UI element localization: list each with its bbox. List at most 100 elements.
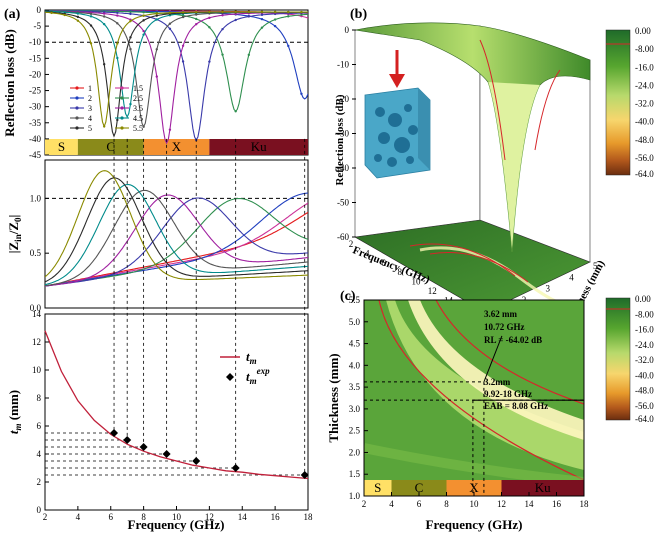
rl-subplot: S C X Ku 0 -5 -10 -15 -20 -25 -30 -35 -40 -45 1 1.5 2 2… bbox=[2, 5, 309, 160]
heatmap-band-label: C bbox=[415, 480, 424, 495]
tm-y-tick-label: 4 bbox=[37, 449, 42, 459]
rl-legend: 1 1.5 2 2.5 3 3.5 4 4.5 5 5.5 bbox=[70, 84, 143, 133]
tm-y-tick-label: 10 bbox=[32, 365, 42, 375]
colorbar-b: 0.00 -8.00 -16.0 -24.0 -32.0 -40.0 -48.0 -56.0 -… bbox=[605, 26, 654, 179]
colorbar-b-label: 0.00 bbox=[635, 26, 651, 36]
heatmap-x-tick-label: 10 bbox=[470, 499, 480, 509]
rl-series-point bbox=[116, 42, 119, 45]
rl-series-point bbox=[102, 63, 106, 66]
rl-series-point bbox=[63, 13, 66, 17]
surface-z-tick-label: -60 bbox=[337, 232, 349, 242]
rl-series-point bbox=[234, 110, 237, 113]
surface-frequency-tick-label: 8 bbox=[398, 267, 403, 277]
rl-series-point bbox=[168, 22, 172, 25]
colorbar-b-labels: 0.00 -8.00 -16.0 -24.0 -32.0 -40.0 -48.0 -56.0 -… bbox=[635, 26, 654, 179]
heatmap-y-label: Thickness (mm) bbox=[326, 353, 341, 442]
rl-legend-label: 5 bbox=[88, 124, 92, 133]
surface-z-tick-label: -30 bbox=[337, 129, 349, 139]
tm-x-ticks: 2 4 6 8 10 12 14 16 18 bbox=[43, 506, 313, 522]
peak-annotation-line: RL = -64.02 dB bbox=[484, 335, 542, 345]
tm-exp-point bbox=[110, 429, 119, 437]
heatmap-band-s bbox=[364, 480, 392, 496]
tm-exp-point bbox=[123, 436, 132, 444]
rl-series-point bbox=[50, 11, 53, 15]
colorbar-c-label: -40.0 bbox=[635, 370, 654, 380]
rl-y-tick-label: -40 bbox=[29, 134, 41, 144]
tm-reference-lines bbox=[45, 138, 306, 476]
rl-band-s bbox=[45, 139, 78, 155]
rl-series-point bbox=[234, 10, 237, 14]
heatmap-y-tick-label: 3.0 bbox=[349, 404, 361, 414]
tm-axes-frame bbox=[44, 313, 309, 511]
surface-thickness-tick-label: 5 bbox=[593, 261, 598, 271]
impedance-series-line bbox=[45, 194, 308, 287]
rl-series-point bbox=[142, 14, 145, 17]
rl-legend-marker bbox=[75, 106, 79, 110]
colorbar-c-label: 0.00 bbox=[635, 294, 651, 304]
rl-series-line bbox=[45, 10, 308, 100]
heatmap-band-x bbox=[446, 480, 502, 496]
heatmap-annotations: 3.62 mm 10.72 GHz RL = -64.02 dB 3.2mm 9.92-… bbox=[484, 309, 548, 411]
rl-series-point bbox=[129, 12, 132, 16]
surface-z-tick-label: -50 bbox=[337, 198, 349, 208]
rl-y-ticks: 0 -5 -10 -15 -20 -25 -30 -35 -40 -45 bbox=[29, 5, 49, 160]
heatmap-band-ku bbox=[501, 480, 584, 496]
rl-series-point bbox=[142, 19, 145, 22]
rl-series-point bbox=[181, 60, 185, 63]
panel-b: (b) 0 -10 -20 -30 -40 -50 -60 2 bbox=[334, 7, 608, 331]
surface-z-tick-label: -20 bbox=[337, 94, 349, 104]
tm-x-tick-label: 18 bbox=[304, 512, 314, 522]
tm-y-tick-label: 12 bbox=[32, 337, 41, 347]
rl-series-point bbox=[102, 15, 106, 18]
colorbar-b-gradient bbox=[605, 29, 631, 176]
rl-series-point bbox=[208, 16, 211, 20]
rl-series-point bbox=[142, 125, 145, 128]
surface-thickness-tick-label: 4 bbox=[569, 272, 574, 282]
rl-series-point bbox=[142, 11, 145, 14]
rl-series-point bbox=[102, 22, 106, 26]
tm-x-tick-label: 12 bbox=[205, 512, 214, 522]
impedance-series-line bbox=[45, 192, 308, 287]
tm-exp-point bbox=[162, 450, 171, 458]
rl-y-tick-label: -20 bbox=[29, 69, 41, 79]
floor-contour-2 bbox=[429, 252, 529, 283]
colorbar-c-gradient bbox=[605, 297, 631, 421]
rl-series-point bbox=[195, 10, 198, 14]
heatmap-y-tick-label: 2.5 bbox=[349, 426, 361, 436]
colorbar-b-label: -24.0 bbox=[635, 80, 654, 90]
rl-series-point bbox=[273, 10, 277, 14]
tm-exp-point bbox=[139, 443, 148, 451]
rl-series-point bbox=[300, 10, 303, 14]
surface-contour-2 bbox=[534, 69, 561, 151]
rl-series-point bbox=[142, 29, 145, 33]
peak-annotation-line: 3.62 mm bbox=[484, 309, 517, 319]
rl-series-point bbox=[208, 26, 211, 29]
surface-z-label: Reflection loss (dB) bbox=[334, 94, 346, 185]
rl-series-point bbox=[221, 10, 224, 14]
rl-legend-marker bbox=[75, 126, 79, 130]
rl-legend-marker bbox=[75, 86, 79, 90]
tm-legend-marker bbox=[226, 373, 234, 381]
tm-x-tick-label: 2 bbox=[43, 512, 48, 522]
rl-axes-frame bbox=[44, 9, 309, 156]
tm-x-tick-label: 6 bbox=[109, 512, 114, 522]
tm-exp-point bbox=[231, 464, 240, 472]
rl-series-point bbox=[116, 14, 119, 17]
tm-x-label: Frequency (GHz) bbox=[128, 517, 225, 532]
peak-annotation-line: 10.72 GHz bbox=[484, 322, 525, 332]
heatmap-y-tick-label: 3.5 bbox=[349, 382, 361, 392]
impedance-y-tick-label: 0.0 bbox=[30, 303, 42, 313]
surface-frequency-tick-label: 2 bbox=[349, 239, 354, 249]
heatmap-y-tick-label: 5.0 bbox=[349, 317, 361, 327]
rl-band-label: Ku bbox=[251, 139, 267, 154]
heatmap-y-tick-label: 1.5 bbox=[349, 469, 361, 479]
tm-y-tick-label: 6 bbox=[37, 421, 42, 431]
rl-series-point bbox=[260, 17, 264, 21]
heatmap-x-tick-label: 6 bbox=[417, 499, 422, 509]
rl-series-point bbox=[89, 12, 93, 16]
heatmap-x-tick-label: 2 bbox=[362, 499, 367, 509]
rl-series-point bbox=[116, 118, 119, 122]
surface-z-ticks: 0 -10 -20 -30 -40 -50 -60 bbox=[337, 25, 356, 242]
impedance-y-tick-label: 1.0 bbox=[30, 193, 42, 203]
